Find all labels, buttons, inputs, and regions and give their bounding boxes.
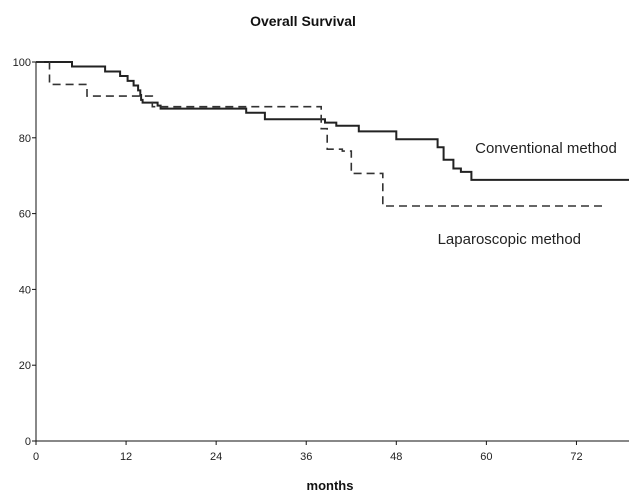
plot-area: 0 20 40 60 80 100 0 12 24 36 48 60 72 Conventional … [13,57,629,463]
x-tick-label: 60 [480,451,492,463]
y-tick-label: 100 [13,57,31,69]
y-tick-label: 40 [19,284,31,296]
y-tick-label: 60 [19,209,31,221]
y-axis-ticks: 0 20 40 60 80 100 [13,57,36,448]
x-tick-label: 72 [570,451,582,463]
x-tick-label: 0 [33,451,39,463]
chart-title: Overall Survival [250,13,356,29]
y-tick-label: 80 [19,133,31,145]
x-tick-label: 48 [390,451,402,463]
series-line-conventional-method [36,61,629,181]
series-label-conventional-method: Conventional method [475,140,617,157]
series-label-laparoscopic-method: Laparoscopic method [438,231,581,248]
series-line-laparoscopic-method [36,61,603,207]
x-tick-label: 12 [120,451,132,463]
x-tick-label: 24 [210,451,222,463]
x-tick-label: 36 [300,451,312,463]
y-tick-label: 20 [19,360,31,372]
x-axis-ticks: 0 12 24 36 48 60 72 [33,441,583,463]
x-axis-title: months [307,478,354,493]
y-tick-label: 0 [25,436,31,448]
